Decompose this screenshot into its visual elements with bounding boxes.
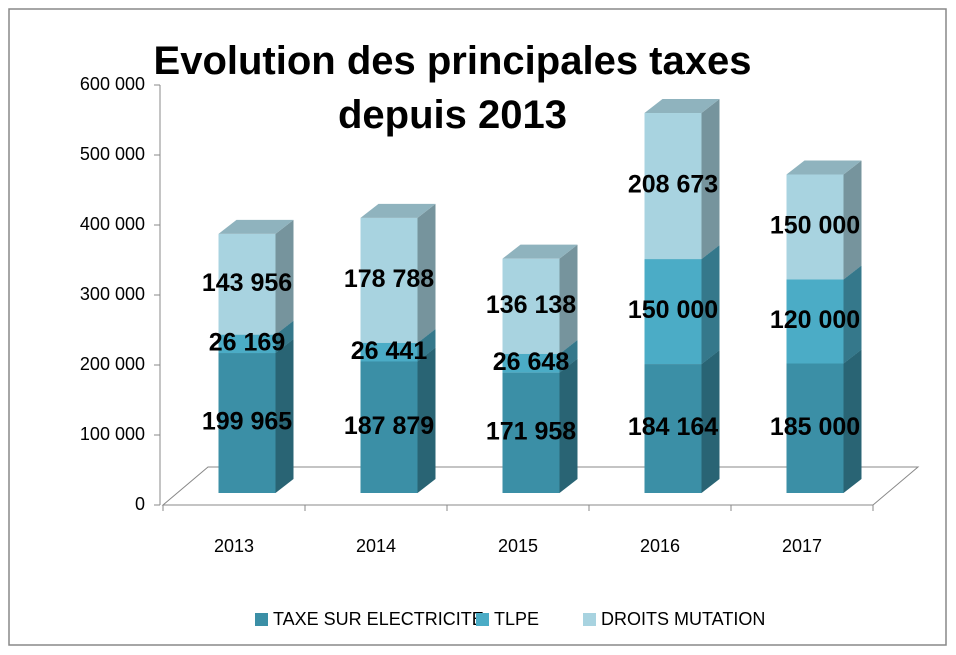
bar-top: [644, 99, 720, 114]
value-label: 26 648: [493, 348, 570, 376]
bar-segment: [786, 174, 844, 280]
legend-label: TAXE SUR ELECTRICITE: [273, 609, 484, 629]
x-tick-label: 2013: [214, 536, 254, 556]
bar-side: [417, 328, 436, 362]
bar-side: [559, 358, 578, 493]
bar-segment: [502, 372, 560, 493]
x-tick-label: 2017: [782, 536, 822, 556]
y-tick-label: 600 000: [80, 74, 145, 94]
bar-segment: [644, 259, 702, 365]
bar-segment: [502, 353, 560, 373]
value-label: 208 673: [628, 171, 718, 199]
bar-side: [843, 160, 862, 280]
value-label: 120 000: [770, 306, 860, 334]
legend-swatch: [476, 613, 489, 626]
bar-side: [417, 203, 436, 343]
legend-swatch: [255, 613, 268, 626]
x-tick-label: 2016: [640, 536, 680, 556]
value-label: 136 138: [486, 291, 576, 319]
value-label: 171 958: [486, 417, 576, 445]
bar-side: [417, 347, 436, 493]
x-tick-label: 2015: [498, 536, 538, 556]
bar-top: [502, 244, 578, 259]
bar-side: [275, 320, 294, 354]
y-tick-label: 400 000: [80, 214, 145, 234]
bar-side: [559, 339, 578, 373]
value-label: 26 441: [351, 337, 428, 365]
y-tick-label: 0: [135, 494, 145, 514]
bar-side: [275, 339, 294, 493]
value-label: 178 788: [344, 265, 434, 293]
value-label: 143 956: [202, 269, 292, 297]
bar-segment: [360, 361, 418, 493]
legend-label: TLPE: [494, 609, 539, 629]
bar-side: [559, 244, 578, 354]
y-tick-label: 500 000: [80, 144, 145, 164]
legend-label: DROITS MUTATION: [601, 609, 765, 629]
value-label: 185 000: [770, 413, 860, 441]
bar-segment: [360, 342, 418, 362]
bar-top: [786, 160, 862, 175]
y-tick-label: 100 000: [80, 424, 145, 444]
bar-segment: [218, 233, 276, 335]
bar-segment: [786, 363, 844, 493]
bar-side: [701, 245, 720, 365]
value-label: 184 164: [628, 413, 718, 441]
bar-segment: [644, 364, 702, 493]
bar-segment: [786, 279, 844, 364]
bar-side: [701, 99, 720, 260]
legend-swatch: [583, 613, 596, 626]
bar-segment: [644, 113, 702, 260]
bar-side: [701, 350, 720, 493]
bar-segment: [218, 334, 276, 354]
value-label: 199 965: [202, 408, 292, 436]
value-label: 26 169: [209, 328, 285, 356]
bar-side: [843, 265, 862, 364]
value-label: 150 000: [628, 296, 718, 324]
value-label: 187 879: [344, 412, 434, 440]
bar-segment: [218, 353, 276, 493]
y-tick-label: 300 000: [80, 284, 145, 304]
bar-top: [218, 219, 294, 234]
bar-side: [843, 349, 862, 493]
chart-title: Evolution des principales taxes depuis 2…: [153, 39, 752, 137]
bar-segment: [360, 217, 418, 343]
bar-side: [275, 219, 294, 335]
bar-segment: [502, 258, 560, 354]
bar-top: [360, 203, 436, 218]
y-tick-label: 200 000: [80, 354, 145, 374]
value-label: 150 000: [770, 212, 860, 240]
x-tick-label: 2014: [356, 536, 396, 556]
